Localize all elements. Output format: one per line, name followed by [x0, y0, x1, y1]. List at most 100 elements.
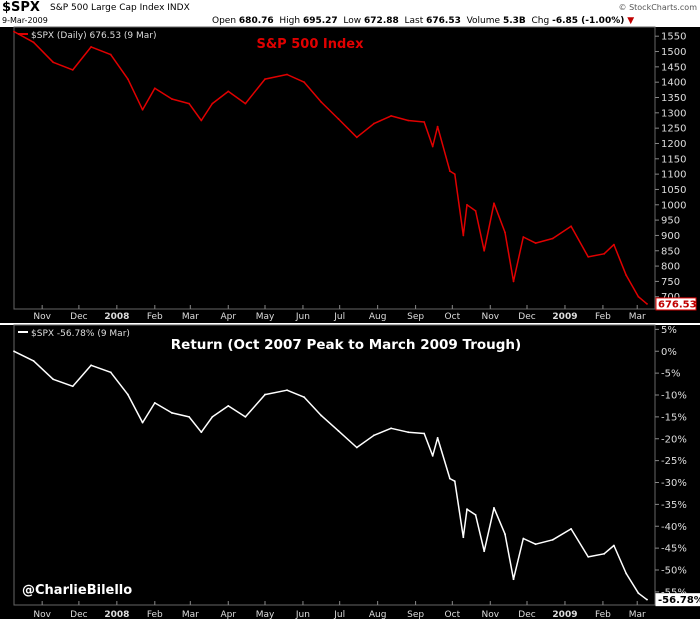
return-ytick-label: -40% — [661, 522, 687, 533]
ticker-symbol: $SPX — [2, 0, 40, 15]
return-data-point — [587, 555, 590, 558]
price-data-point — [474, 210, 477, 212]
return-ytick-label: -15% — [661, 412, 687, 423]
return-data-point — [373, 434, 375, 437]
return-xtick-label: Nov — [481, 610, 499, 620]
return-xtick-label: Apr — [220, 610, 236, 620]
price-ytick-label: 1400 — [661, 78, 686, 89]
price-data-point — [534, 242, 537, 244]
change-value: -6.85 (-1.00%) — [552, 16, 625, 26]
return-plot-background — [0, 325, 700, 605]
price-xtick-label: Jun — [295, 312, 310, 322]
return-xaxis-band — [0, 605, 700, 619]
return-last-value-label: -56.78% — [658, 595, 700, 606]
price-data-point — [436, 125, 439, 128]
return-data-point — [522, 537, 525, 540]
return-data-point — [512, 578, 515, 581]
price-data-point — [431, 145, 434, 148]
return-xtick-label: Jul — [333, 610, 345, 620]
price-data-point — [211, 102, 214, 105]
return-ytick-label: -10% — [661, 391, 687, 402]
price-data-point — [390, 114, 393, 117]
price-data-point — [407, 119, 410, 122]
return-data-point — [466, 508, 468, 511]
return-last-value-flag — [655, 593, 700, 607]
price-xaxis-band — [0, 309, 700, 323]
return-ytick-label: -20% — [661, 434, 687, 445]
price-data-point — [171, 98, 173, 100]
return-data-point — [390, 427, 393, 430]
return-xtick-label: 2008 — [104, 610, 129, 620]
price-data-point — [141, 108, 144, 111]
return-data-point — [71, 385, 74, 388]
price-ytick-label: 1300 — [661, 108, 686, 119]
price-data-point — [551, 237, 554, 240]
price-last-value-flag — [655, 297, 697, 311]
price-xtick-label: Oct — [445, 312, 461, 322]
return-data-point — [453, 480, 456, 483]
price-plot-background — [0, 27, 700, 309]
low-value: 672.88 — [364, 16, 399, 26]
chart-header: $SPX S&P 500 Large Cap Index INDX © Stoc… — [0, 0, 700, 26]
price-data-point — [453, 173, 456, 176]
return-series-line — [13, 350, 648, 601]
price-data-point — [200, 119, 203, 122]
return-data-point — [286, 389, 288, 392]
price-data-point — [570, 225, 572, 228]
return-data-point — [200, 431, 203, 434]
return-data-point — [303, 396, 306, 399]
price-data-point — [303, 81, 306, 84]
price-data-point — [188, 102, 190, 105]
return-data-point — [188, 415, 190, 418]
price-data-point — [613, 243, 615, 246]
price-ytick-label: 800 — [661, 262, 680, 273]
return-ytick-label: -45% — [661, 544, 687, 555]
return-data-point — [407, 431, 410, 434]
return-data-point — [493, 506, 495, 509]
price-ytick-label: 900 — [661, 231, 680, 242]
price-ytick-label: 1000 — [661, 200, 686, 211]
price-xtick-label: Feb — [595, 312, 611, 322]
price-data-point — [493, 202, 495, 205]
price-xtick-label: Aug — [369, 312, 387, 322]
index-name-text: S&P 500 Large Cap Index — [50, 3, 165, 13]
price-xtick-label: 2009 — [552, 312, 577, 322]
return-data-point — [244, 415, 247, 418]
down-arrow-icon: ▼ — [627, 16, 635, 26]
price-ytick-label: 750 — [661, 277, 680, 288]
return-data-point — [32, 359, 35, 362]
price-data-point — [423, 121, 426, 123]
return-ytick-label: -25% — [661, 456, 687, 467]
price-ytick-label: 1150 — [661, 154, 686, 165]
return-data-point — [504, 533, 506, 536]
price-data-point — [504, 231, 506, 234]
return-xtick-label: 2009 — [552, 610, 577, 620]
price-xtick-label: May — [256, 312, 275, 322]
return-data-point — [474, 513, 477, 516]
price-data-point — [126, 78, 129, 81]
price-xtick-label: 2008 — [104, 312, 129, 322]
price-xtick-label: Dec — [518, 312, 535, 322]
return-xtick-label: Nov — [33, 610, 51, 620]
return-xtick-label: May — [256, 610, 275, 620]
return-data-point — [337, 429, 340, 432]
price-ytick-label: 1450 — [661, 62, 686, 73]
exchange-label: INDX — [167, 3, 190, 13]
price-data-point — [355, 136, 358, 139]
volume-value: 5.3B — [502, 16, 526, 26]
return-data-point — [227, 405, 230, 407]
price-data-point — [466, 203, 468, 206]
price-data-point — [286, 73, 288, 76]
price-data-point — [625, 274, 628, 277]
price-panel: 7007508008509009501000105011001150120012… — [0, 26, 700, 323]
price-data-point — [13, 30, 15, 33]
price-data-point — [522, 236, 525, 238]
quote-date: 9-Mar-2009 — [2, 16, 48, 25]
return-data-point — [613, 544, 615, 547]
price-data-point — [109, 53, 112, 56]
price-data-point — [264, 78, 266, 81]
price-xtick-label: Nov — [481, 312, 499, 322]
price-ytick-label: 1250 — [661, 124, 686, 135]
return-data-point — [90, 364, 93, 367]
return-data-point — [211, 415, 214, 418]
